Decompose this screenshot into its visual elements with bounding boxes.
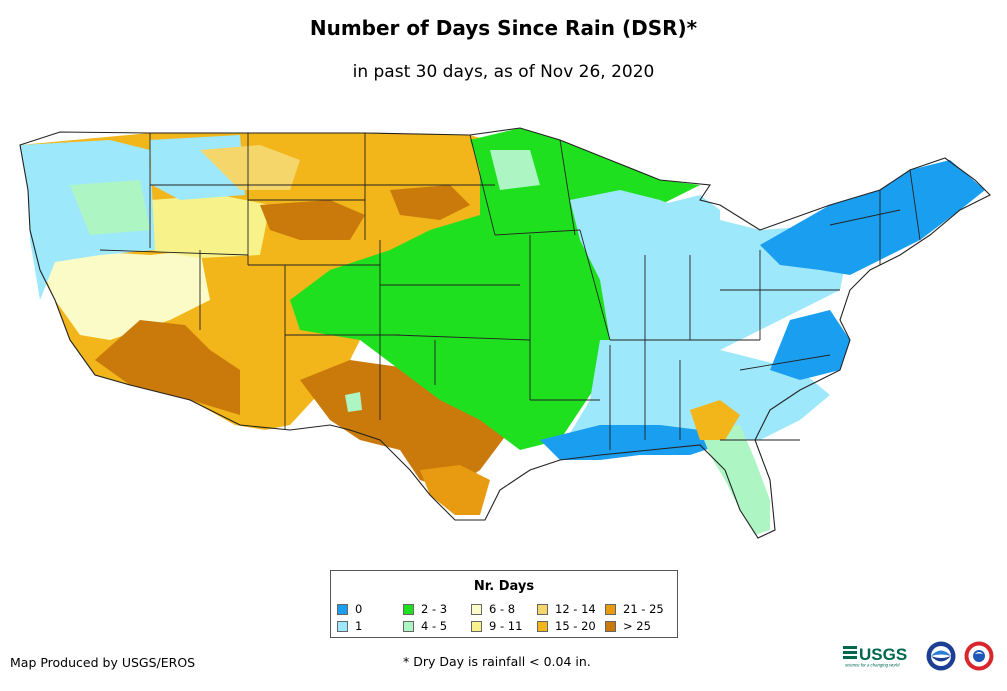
legend-swatch (403, 603, 414, 615)
region-mt-yellow (200, 145, 300, 190)
legend: Nr. Days 0 1 2 - 3 4 - 5 6 - 8 9 - 11 12… (330, 570, 678, 638)
legend-swatch (337, 620, 348, 632)
map-subtitle: in past 30 days, as of Nov 26, 2020 (352, 62, 655, 82)
region-wyoming-gt25 (260, 200, 365, 240)
legend-swatch (605, 620, 616, 632)
region-southwest-gt25 (95, 320, 240, 415)
legend-item-1: 1 (337, 619, 362, 633)
credit-text: Map Produced by USGS/EROS (10, 655, 196, 670)
legend-item-4: 6 - 8 (471, 602, 515, 616)
legend-label: 6 - 8 (489, 602, 516, 616)
region-sd-gt25 (390, 185, 470, 220)
region-michigan (660, 195, 720, 255)
us-dsr-map (19, 127, 991, 539)
legend-swatch (605, 603, 616, 615)
legend-item-8: 21 - 25 (605, 602, 664, 616)
usgs-wordmark: USGS (859, 645, 907, 664)
legend-label: 12 - 14 (555, 602, 596, 616)
region-gulf-blue (540, 425, 720, 460)
legend-swatch (403, 620, 414, 632)
region-pnw-green (70, 180, 150, 235)
us-outline (19, 127, 991, 539)
region-great-lakes-blue (570, 190, 850, 360)
legend-swatch (537, 620, 548, 632)
footnote-text: * Dry Day is rainfall < 0.04 in. (403, 654, 591, 669)
legend-item-0: 0 (337, 602, 362, 616)
legend-item-6: 12 - 14 (537, 602, 596, 616)
region-idaho-pale (150, 195, 270, 258)
noaa-logo[interactable] (926, 641, 956, 671)
legend-label: 0 (355, 602, 363, 616)
legend-label: 15 - 20 (555, 619, 596, 633)
region-texas-orange (420, 465, 490, 515)
legend-item-3: 4 - 5 (403, 619, 447, 633)
usgs-logo[interactable]: USGS science for a changing world (843, 642, 919, 668)
legend-item-9: > 25 (605, 619, 651, 633)
legend-item-5: 9 - 11 (471, 619, 522, 633)
legend-swatch (337, 603, 348, 615)
legend-title: Nr. Days (473, 579, 535, 594)
legend-item-7: 15 - 20 (537, 619, 596, 633)
region-georgia-orange (690, 400, 740, 440)
region-northeast-blue (760, 160, 985, 275)
region-florida (700, 425, 770, 535)
legend-label: > 25 (623, 619, 651, 633)
legend-swatch (537, 603, 548, 615)
region-mn-pale (490, 150, 540, 190)
legend-item-2: 2 - 3 (403, 602, 447, 616)
region-nm-spot (345, 392, 362, 412)
legend-label: 4 - 5 (421, 619, 448, 633)
nws-logo[interactable] (964, 641, 994, 671)
region-carolinas-blue (770, 310, 850, 380)
legend-label: 21 - 25 (623, 602, 664, 616)
map-title: Number of Days Since Rain (DSR)* (309, 16, 698, 40)
legend-label: 1 (355, 619, 363, 633)
state-borders (99, 133, 921, 450)
legend-label: 2 - 3 (421, 602, 448, 616)
legend-swatch (471, 603, 482, 615)
legend-label: 9 - 11 (489, 619, 523, 633)
region-great-basin (40, 250, 210, 340)
usgs-tagline: science for a changing world (845, 663, 900, 668)
legend-swatch (471, 620, 482, 632)
